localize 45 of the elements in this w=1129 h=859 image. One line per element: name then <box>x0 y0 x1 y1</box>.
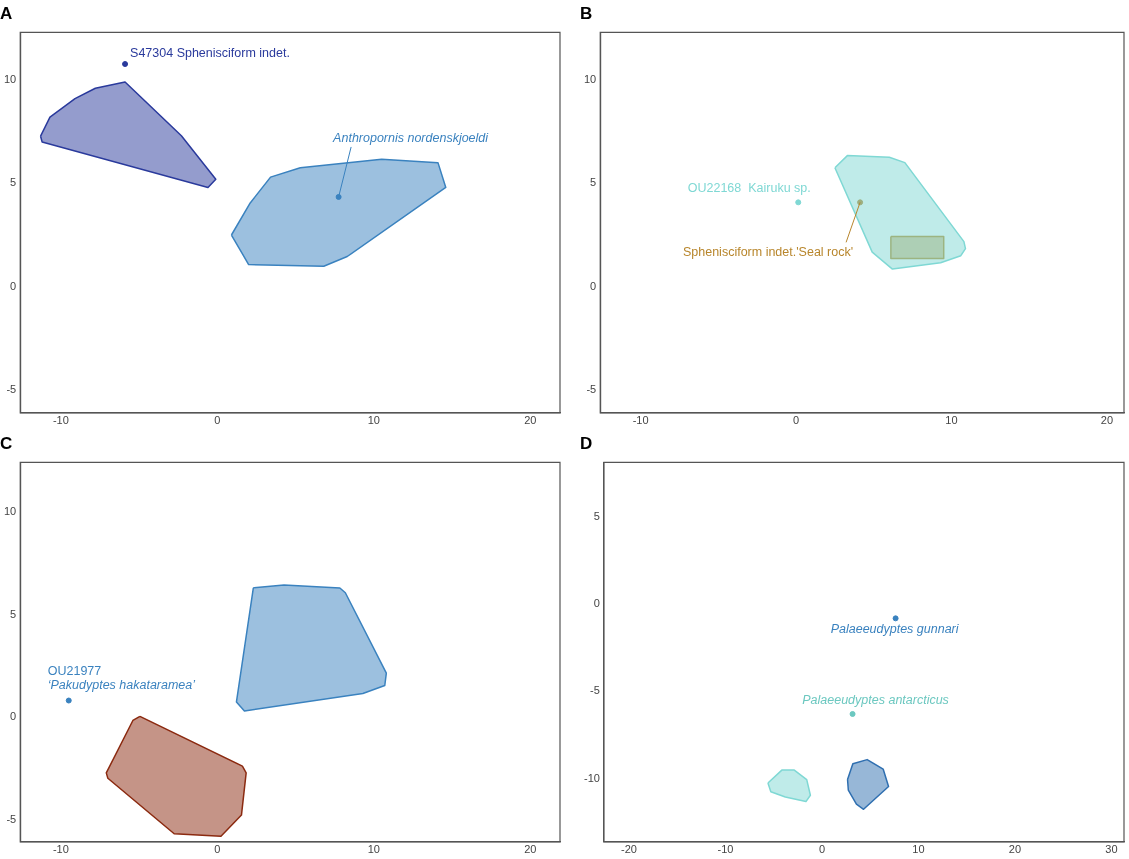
y-tick-label: 5 <box>590 176 597 189</box>
x-tick-label: -10 <box>52 843 69 856</box>
y-tick-label: 10 <box>583 72 597 85</box>
x-tick-label: 20 <box>524 843 537 856</box>
chart-title: C <box>0 433 13 453</box>
y-tick-label: -5 <box>6 813 17 826</box>
x-tick-label: 10 <box>912 843 925 856</box>
x-tick-label: 20 <box>1100 414 1114 427</box>
x-tick-label: 0 <box>793 414 800 427</box>
x-tick-label: 10 <box>367 414 380 427</box>
y-tick-label: -10 <box>583 771 600 784</box>
text: OU22168 Kairuku sp. <box>687 180 811 195</box>
x-tick-label: 20 <box>1008 843 1022 856</box>
x-tick-label: 0 <box>818 843 826 856</box>
y-tick-label: -5 <box>586 383 597 396</box>
chart-title: B <box>580 3 593 23</box>
text: OU21977 ‘Pakudyptes hakataramea’ <box>47 663 196 693</box>
x-tick-label: -10 <box>632 414 649 427</box>
chart-title: D <box>580 433 593 453</box>
x-tick-label: 0 <box>214 414 221 427</box>
text: Palaeeudyptes antarcticus <box>802 693 949 708</box>
y-tick-label: 5 <box>593 509 600 522</box>
x-tick-label: 10 <box>945 414 958 427</box>
x-tick-label: -10 <box>717 843 734 856</box>
y-tick-label: 0 <box>593 597 600 610</box>
x-tick-label: 10 <box>367 843 380 856</box>
x-tick-label: 20 <box>524 414 537 427</box>
text: Palaeeudyptes gunnari <box>830 621 960 636</box>
x-tick-label: 30 <box>1105 843 1118 856</box>
y-tick-label: 0 <box>10 710 17 723</box>
x-tick-label: -10 <box>52 414 69 427</box>
text: Sphenisciform indet.'Seal rock' <box>682 244 854 259</box>
text: S47304 Sphenisciform indet. <box>130 46 290 61</box>
chart-title: A <box>0 3 13 23</box>
text: Anthropornis nordenskjoeldi <box>332 131 490 146</box>
y-tick-label: 5 <box>10 607 17 620</box>
x-tick-label: 0 <box>214 843 221 856</box>
y-tick-label: -5 <box>590 684 600 697</box>
x-tick-label: -20 <box>621 843 637 856</box>
y-tick-label: 0 <box>590 279 597 292</box>
y-tick-label: 5 <box>10 176 17 189</box>
y-tick-label: 10 <box>3 72 17 85</box>
y-tick-label: 0 <box>10 279 17 292</box>
y-tick-label: -5 <box>6 383 17 396</box>
y-tick-label: 10 <box>3 504 17 517</box>
